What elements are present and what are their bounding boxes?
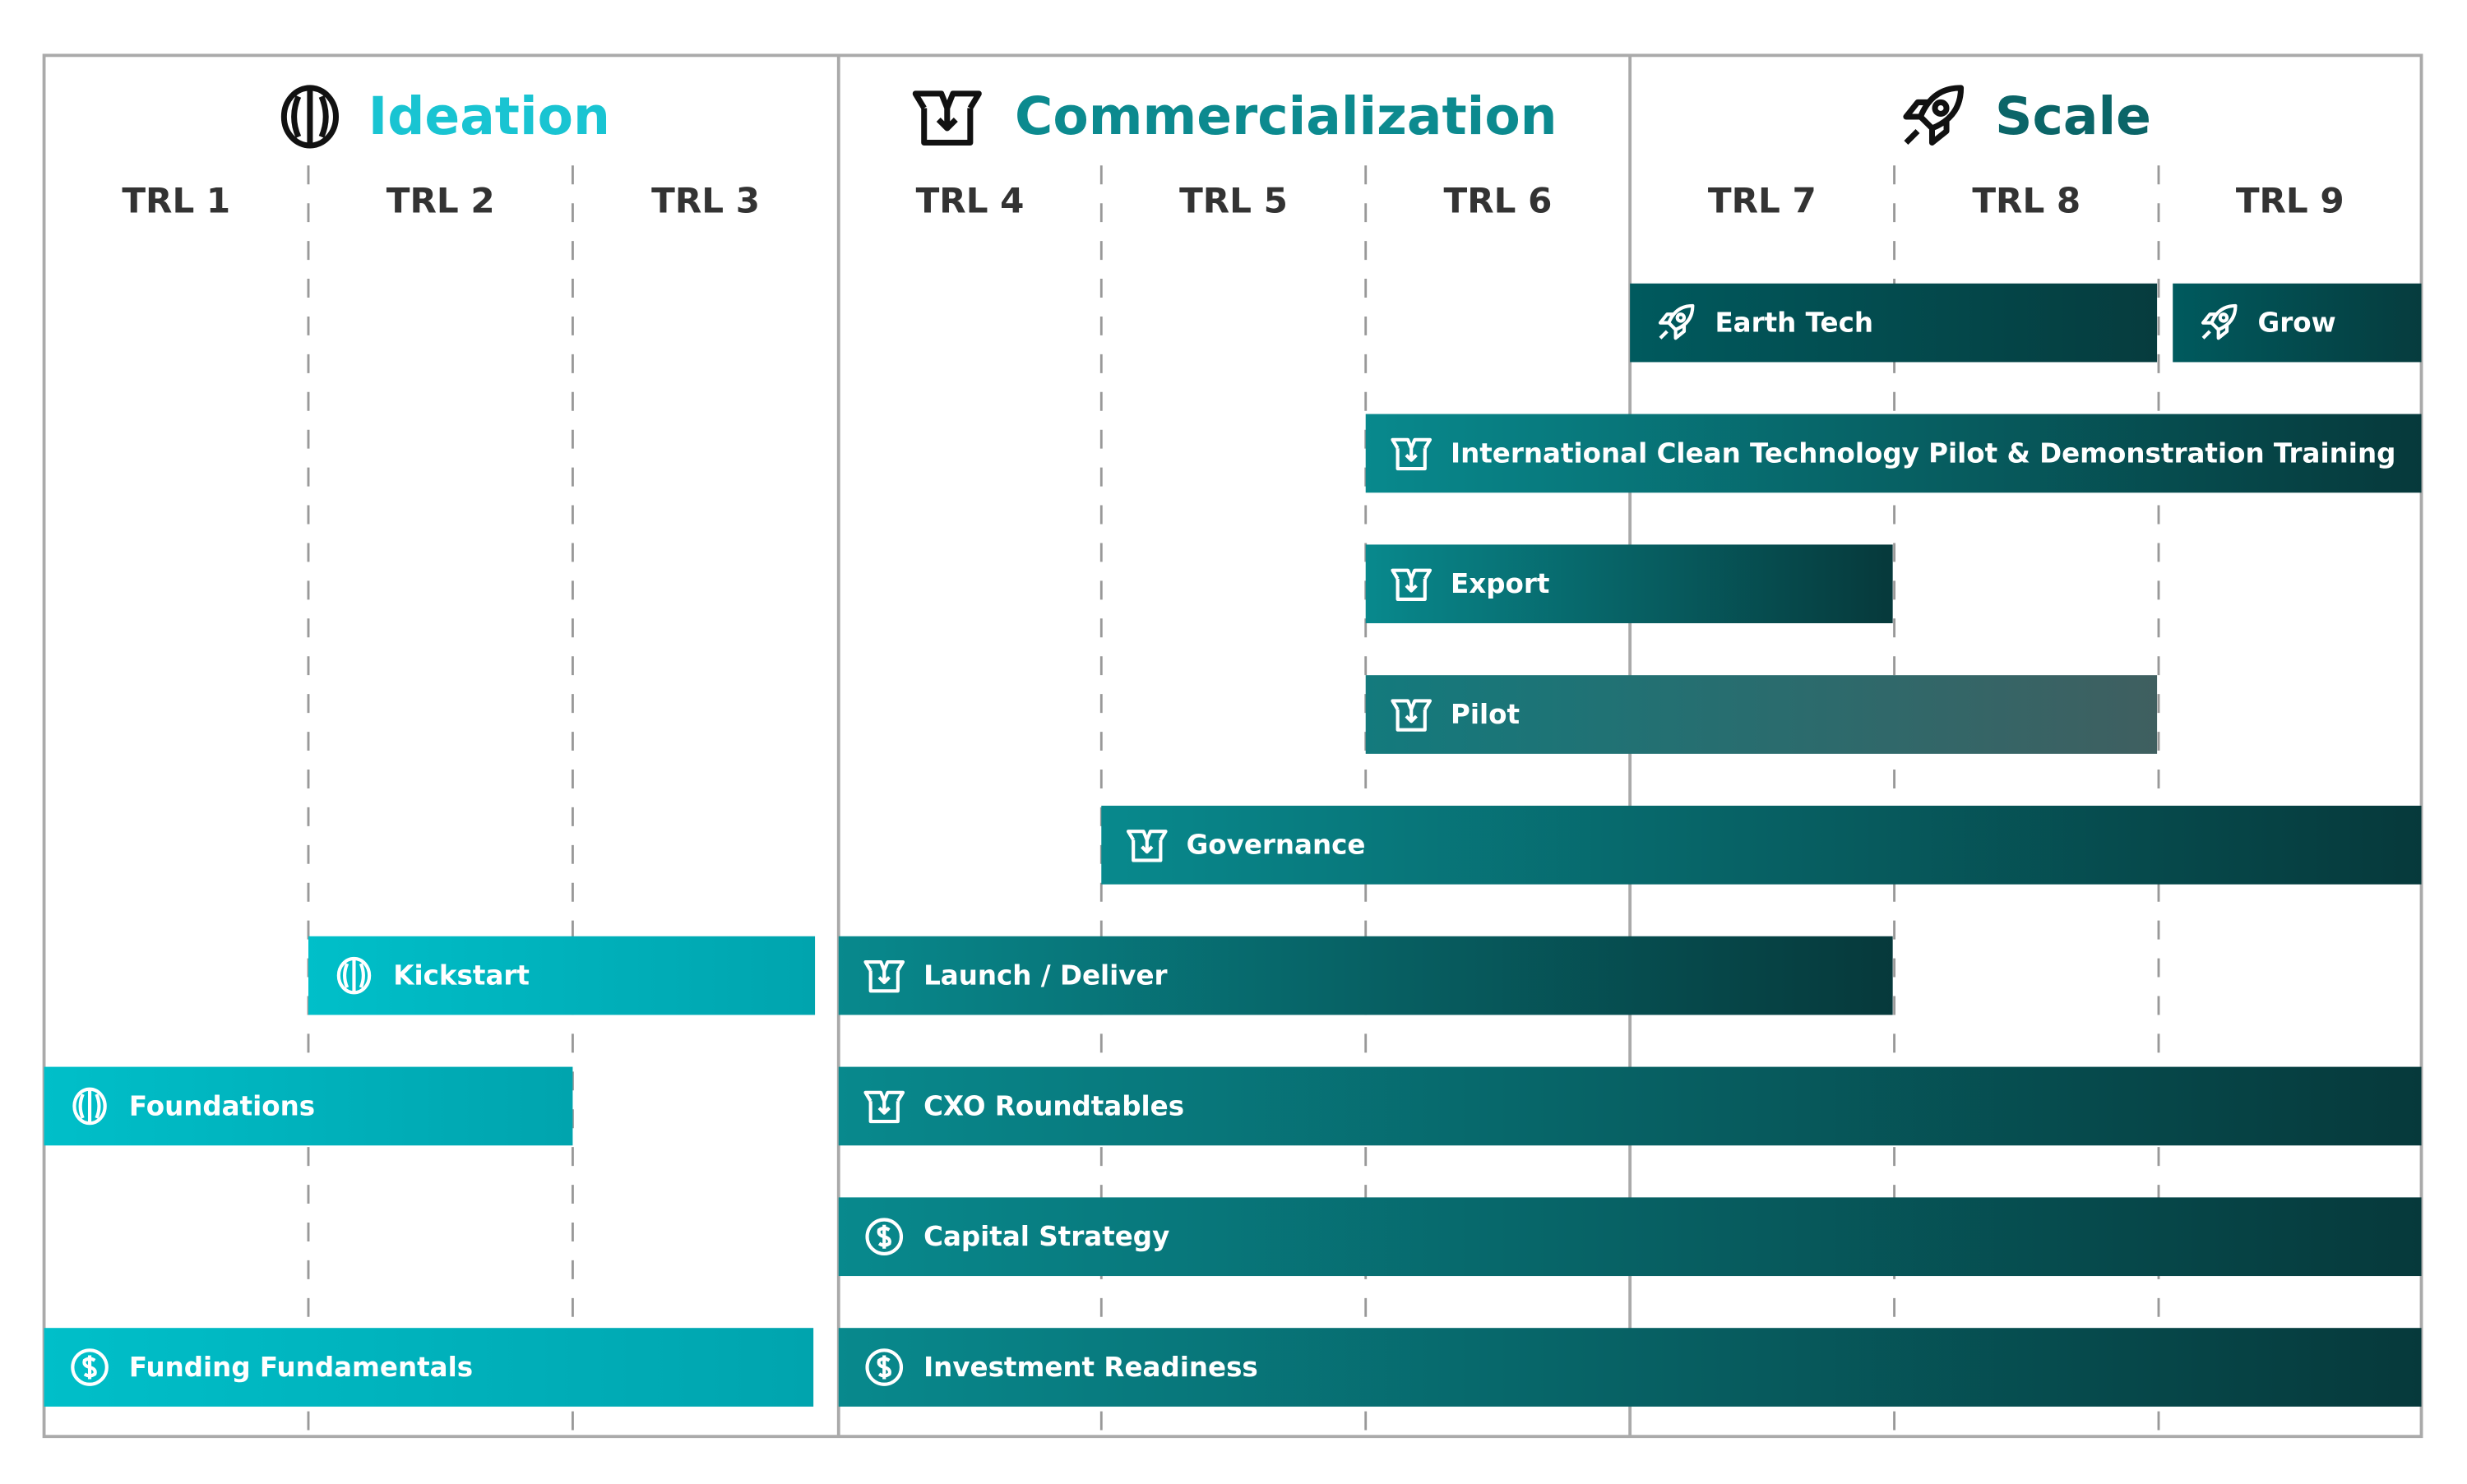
trl-label: TRL 9 xyxy=(2236,181,2344,221)
program-label: Export xyxy=(1451,568,1549,599)
program-label: Investment Readiness xyxy=(923,1352,1258,1383)
program-label: Grow xyxy=(2258,307,2336,339)
header: Ideation Commercialization Scale TRL 1 TRL 2… xyxy=(122,86,2344,221)
program-label: Earth Tech xyxy=(1715,307,1873,339)
trl-label: TRL 8 xyxy=(1972,181,2081,221)
program-bar xyxy=(44,1066,573,1146)
program-bar xyxy=(2173,283,2422,363)
program-label: Capital Strategy xyxy=(923,1221,1169,1252)
phase-title: Ideation xyxy=(368,86,610,146)
program-bar xyxy=(44,1328,814,1407)
program-icon xyxy=(74,1089,104,1123)
program-bar xyxy=(838,1066,2422,1146)
program-label: Pilot xyxy=(1451,699,1520,730)
program-label: Funding Fundamentals xyxy=(129,1352,473,1383)
frame xyxy=(42,53,2423,1439)
phase-icon xyxy=(915,94,979,143)
program-bar xyxy=(1101,805,2422,885)
program-bar xyxy=(1365,544,1893,624)
trl-label: TRL 7 xyxy=(1708,181,1817,221)
program-label: International Clean Technology Pilot & D… xyxy=(1451,437,2395,469)
phase-title: Scale xyxy=(1995,86,2151,146)
phase-icon xyxy=(284,88,336,146)
program-label: Foundations xyxy=(129,1090,315,1121)
program-label: Kickstart xyxy=(393,960,530,992)
program-bar xyxy=(838,1328,2422,1407)
trl-label: TRL 1 xyxy=(122,181,230,221)
program-bar xyxy=(308,936,816,1015)
trl-label: TRL 5 xyxy=(1179,181,1288,221)
trl-label: TRL 2 xyxy=(386,181,495,221)
program-bar xyxy=(1365,414,2422,493)
program-bar xyxy=(1630,283,2158,363)
trl-label: TRL 4 xyxy=(916,181,1025,221)
program-bar xyxy=(838,1197,2422,1277)
trl-label: TRL 3 xyxy=(651,181,760,221)
phase-title: Commercialization xyxy=(1015,86,1557,146)
program-icon xyxy=(339,959,369,992)
program-bar xyxy=(1365,675,2158,754)
trl-label: TRL 6 xyxy=(1444,181,1553,221)
phase-icon xyxy=(1906,88,1961,143)
program-label: Governance xyxy=(1187,830,1366,861)
program-bar xyxy=(838,936,1893,1015)
bars: Earth Tech Grow International Clean Techno… xyxy=(44,283,2422,1407)
program-label: CXO Roundtables xyxy=(923,1090,1184,1121)
program-label: Launch / Deliver xyxy=(923,960,1168,992)
